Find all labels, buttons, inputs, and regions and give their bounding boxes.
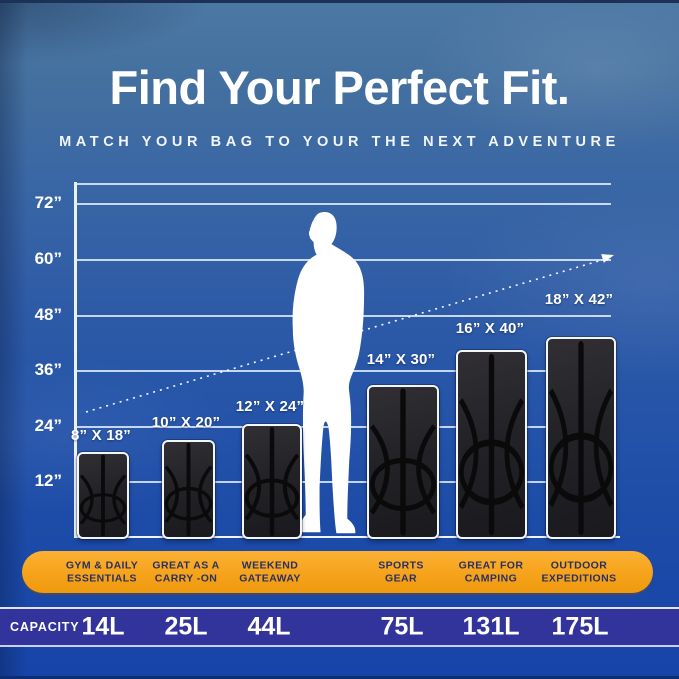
bag-size-label: 14” X 30” <box>366 351 436 368</box>
capacity-value: 25L <box>164 612 208 641</box>
capacity-band: CAPACITY 14L 25L 44L 75L 131L 175L <box>0 607 679 647</box>
gridline-top <box>76 183 611 185</box>
page-subtitle: MATCH YOUR BAG TO YOUR THE NEXT ADVENTUR… <box>59 134 620 150</box>
y-axis-label: 48” <box>34 305 62 324</box>
gridline-12in <box>76 481 611 483</box>
use-case-line: CAMPING <box>464 572 518 584</box>
y-axis-line <box>74 182 77 538</box>
capacity-value: 44L <box>247 612 291 641</box>
duffel-bag-10x20 <box>162 440 215 539</box>
use-case-label: GREAT FOR CAMPING <box>459 560 524 585</box>
bag-strap-art <box>458 353 525 536</box>
gridline-72in <box>76 203 611 205</box>
use-case-label: GYM & DAILY ESSENTIALS <box>66 560 138 585</box>
capacity-row-label: CAPACITY <box>10 620 80 634</box>
use-case-line: ESSENTIALS <box>67 572 137 584</box>
bottom-edge-strip <box>0 676 679 679</box>
bag-size-label: 10” X 20” <box>151 414 221 431</box>
y-axis-label: 36” <box>34 360 62 379</box>
duffel-bag-18x42 <box>546 337 616 539</box>
bag-size-label: 12” X 24” <box>235 398 305 415</box>
bag-strap-art <box>79 454 127 537</box>
use-case-line: GYM & DAILY <box>65 559 139 572</box>
duffel-bag-8x18 <box>77 452 129 539</box>
use-case-line: CARRY -ON <box>154 572 218 584</box>
duffel-bag-12x24 <box>242 424 302 539</box>
gridline-60in <box>76 259 611 261</box>
use-case-label: WEEKEND GATEAWAY <box>239 560 301 585</box>
duffel-bag-14x30 <box>367 385 439 539</box>
use-case-label: GREAT AS A CARRY -ON <box>152 560 219 585</box>
use-case-line: GATEAWAY <box>239 572 301 584</box>
bag-strap-art <box>548 340 614 536</box>
use-case-banner: GYM & DAILY ESSENTIALS GREAT AS A CARRY … <box>22 551 653 593</box>
use-case-line: GREAT AS A <box>152 559 220 572</box>
use-case-label: SPORTS GEAR <box>378 560 424 585</box>
y-axis-label: 24” <box>34 416 62 435</box>
capacity-value: 175L <box>551 612 609 641</box>
capacity-value: 14L <box>81 612 125 641</box>
bag-strap-art <box>369 388 437 536</box>
use-case-line: EXPEDITIONS <box>541 572 617 584</box>
page-title: Find Your Perfect Fit. <box>109 61 570 114</box>
capacity-value: 131L <box>462 612 520 641</box>
gridline-36in <box>76 370 611 372</box>
y-axis-label: 12” <box>34 471 62 490</box>
bag-size-label: 18” X 42” <box>544 291 614 308</box>
use-case-line: GREAT FOR <box>458 559 524 572</box>
use-case-label: OUTDOOR EXPEDITIONS <box>542 560 617 585</box>
use-case-line: GEAR <box>385 572 417 584</box>
bag-size-label: 8” X 18” <box>71 427 131 444</box>
bag-strap-art <box>164 442 213 537</box>
duffel-bag-16x40 <box>456 350 527 539</box>
x-axis-baseline <box>74 535 620 538</box>
y-axis-label: 60” <box>34 249 62 268</box>
y-axis-label: 72” <box>34 193 62 212</box>
capacity-value: 75L <box>380 612 424 641</box>
bag-size-label: 16” X 40” <box>455 320 525 337</box>
use-case-line: WEEKEND <box>241 559 299 572</box>
bag-strap-art <box>244 427 300 536</box>
top-edge-strip <box>0 0 679 3</box>
use-case-line: OUTDOOR <box>550 559 608 572</box>
gridline-48in <box>76 315 611 317</box>
use-case-line: SPORTS <box>378 559 424 572</box>
